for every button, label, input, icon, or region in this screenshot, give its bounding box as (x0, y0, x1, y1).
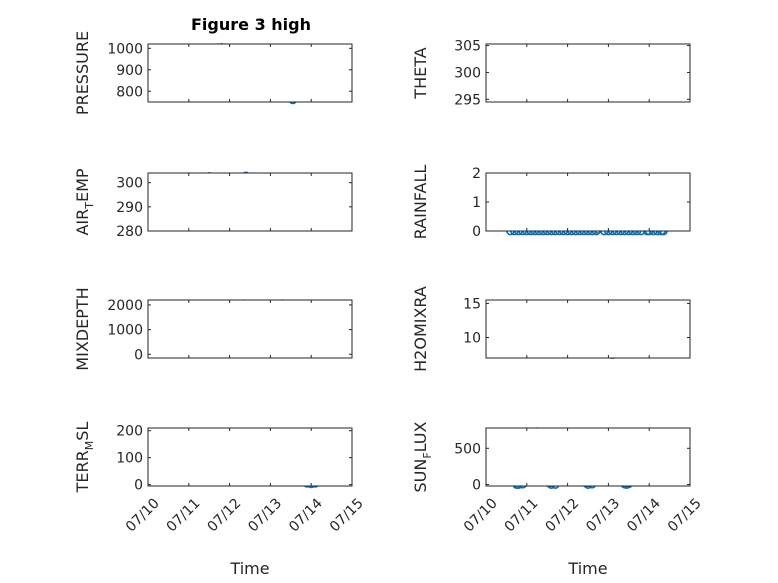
figure-title: Figure 3 high (191, 15, 311, 34)
y-tick-label: 200 (116, 424, 143, 440)
subplot-theta: 295 300 305 THETA (411, 39, 691, 108)
subplot-rainfall: 0 1 2 RAINFALL (411, 165, 691, 240)
x-tick-label: 07/14 (286, 495, 326, 535)
x-tick-label: 07/11 (502, 495, 542, 535)
subplot-pressure: 800 900 1000 PRESSURE (73, 31, 353, 115)
axes-box (147, 299, 353, 359)
y-tick-label: 100 (116, 451, 143, 467)
y-axis-label: SUNFLUX (411, 421, 434, 492)
x-tick-label: 07/13 (583, 495, 623, 535)
y-tick-label: 1 (472, 195, 481, 211)
y-tick-label: 15 (463, 296, 481, 312)
subplot-sun_flux: 0 500 07/10 07/11 07/12 07/13 07/14 07/15 Time SU… (411, 421, 705, 578)
y-axis-label: THETA (411, 47, 430, 99)
y-tick-label: 10 (463, 331, 481, 347)
subplot-h2omixra: 10 15 H2OMIXRA (411, 286, 691, 372)
y-tick-label: 300 (116, 176, 143, 192)
y-tick-label: 295 (454, 92, 481, 108)
x-tick-label: 07/11 (164, 495, 204, 535)
y-tick-label: 0 (134, 478, 143, 494)
axes-box (147, 43, 353, 103)
x-tick-label: 07/15 (665, 495, 705, 535)
x-tick-label: 07/13 (245, 495, 285, 535)
y-axis-label: MIXDEPTH (73, 287, 92, 370)
x-tick-label: 07/12 (542, 495, 582, 535)
y-tick-label: 0 (472, 478, 481, 494)
x-tick-label: 07/15 (327, 495, 367, 535)
y-tick-label: 500 (454, 441, 481, 457)
y-axis-label: H2OMIXRA (411, 286, 430, 372)
y-tick-label: 1000 (107, 323, 143, 339)
axes-box (485, 43, 691, 103)
x-tick-label: 07/10 (461, 495, 501, 535)
x-tick-label: 07/14 (624, 495, 664, 535)
y-tick-label: 2000 (107, 298, 143, 314)
y-tick-label: 280 (116, 224, 143, 240)
y-axis-label: TERRMSL (73, 422, 96, 494)
axes-box (485, 299, 691, 359)
subplot-mixdepth: 0 1000 2000 MIXDEPTH (73, 287, 353, 371)
subplot-terr_msl: 0 100 200 07/10 07/11 07/12 07/13 07/14 07/15 Tim… (73, 422, 367, 578)
y-tick-label: 2 (472, 166, 481, 182)
x-tick-label: 07/10 (123, 495, 163, 535)
y-axis-label: AIRTEMP (73, 168, 96, 235)
y-axis-label: PRESSURE (73, 31, 92, 115)
y-tick-label: 0 (472, 224, 481, 240)
subplot-air_temp: 280 290 300 AIRTEMP (73, 168, 353, 240)
axes-box (147, 427, 353, 487)
y-tick-label: 900 (116, 63, 143, 79)
y-tick-label: 0 (134, 347, 143, 363)
axes-box (485, 172, 691, 232)
x-tick-label: 07/12 (204, 495, 244, 535)
x-axis-label: Time (229, 559, 269, 578)
y-tick-label: 1000 (107, 41, 143, 57)
axes-box (485, 427, 691, 487)
x-axis-label: Time (567, 559, 607, 578)
y-tick-label: 305 (454, 39, 481, 55)
y-tick-label: 290 (116, 200, 143, 216)
axes-box (147, 172, 353, 232)
y-axis-label: RAINFALL (411, 165, 430, 240)
y-tick-label: 800 (116, 84, 143, 100)
y-tick-label: 300 (454, 65, 481, 81)
